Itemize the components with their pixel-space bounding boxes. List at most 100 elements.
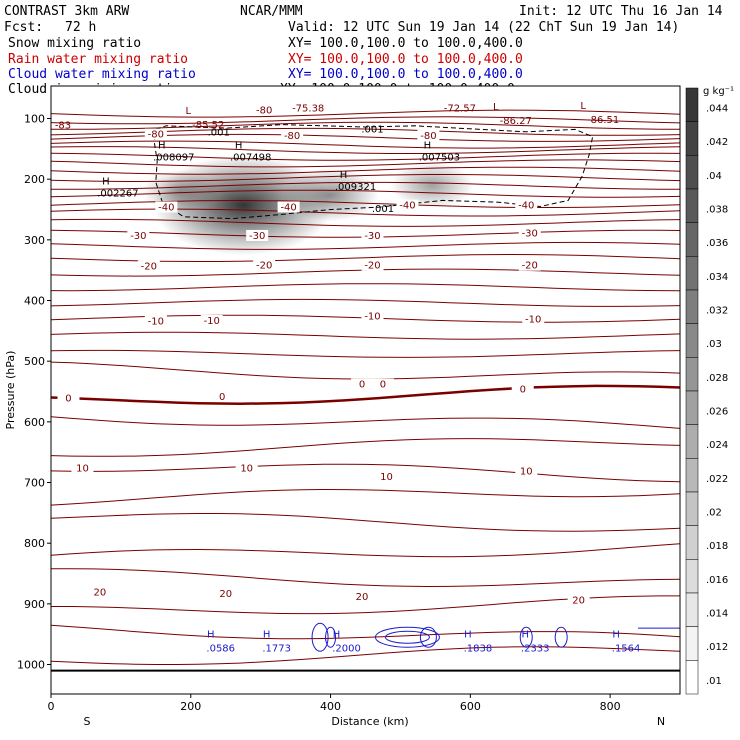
isotherm-label-bg-23 xyxy=(371,378,394,390)
isotherm-label-30: 20 xyxy=(219,589,232,600)
temp-extreme-value-0: -85.52 xyxy=(192,120,224,131)
y-tick-label-9: 1000 xyxy=(17,659,45,672)
snow-max-value-0: .008097 xyxy=(153,153,194,164)
isotherm-label-9: -30 xyxy=(249,231,265,242)
x-tick-label-4: 800 xyxy=(600,700,621,713)
isotherm-label-bg-18 xyxy=(361,310,384,322)
cloud-water-contour-2 xyxy=(374,626,440,648)
forecast-hour: 72 h xyxy=(65,20,96,35)
colorbar-tick-label-10: .024 xyxy=(706,440,728,451)
colorbar-tick-label-14: .016 xyxy=(706,575,728,586)
isotherm-label-20: 0 xyxy=(65,394,71,405)
isotherm-label-bg-21 xyxy=(211,390,234,402)
cloud-water-contour-1 xyxy=(325,626,337,648)
colorbar-cell-2 xyxy=(685,155,699,190)
isotherm-label-29: 20 xyxy=(94,588,107,599)
colorbar-cell-9 xyxy=(685,390,699,425)
cloud-water-contour-0 xyxy=(311,622,329,652)
colorbar-tick-label-4: .036 xyxy=(706,238,728,249)
cloud-water-max-value-3: .1838 xyxy=(464,643,493,654)
cloud-water-contour-5 xyxy=(519,626,533,648)
isotherm-label-21: 0 xyxy=(219,392,225,403)
snow-max-value-3: .007503 xyxy=(419,153,460,164)
colorbar-cell-1 xyxy=(685,121,699,156)
legend-rain-name: Rain water mixing ratio xyxy=(8,52,188,67)
y-tick-label-8: 900 xyxy=(24,598,45,611)
isotherm-line-36 xyxy=(51,646,680,665)
isotherm-line-12 xyxy=(51,189,680,198)
isotherm-label-bg-14 xyxy=(361,259,384,271)
legend-rain-xy: XY= 100.0,100.0 to 100.0,400.0 xyxy=(288,52,523,67)
cloud-water-max-symbol-1: H xyxy=(263,629,271,640)
colorbar-tick-label-3: .038 xyxy=(706,205,728,216)
y-tick-label-7: 800 xyxy=(24,537,45,550)
isotherm-label-32: 20 xyxy=(572,596,585,607)
legend-cloudwater-name: Cloud water mixing ratio xyxy=(8,67,196,82)
isotherm-line-30 xyxy=(51,488,680,506)
temp-extreme-value-3: -86.27 xyxy=(500,116,532,127)
isotherm-label-10: -30 xyxy=(364,231,380,242)
colorbar-cell-10 xyxy=(685,424,699,459)
temp-extreme-symbol-3: L xyxy=(493,102,499,113)
snow-shade-blob-2 xyxy=(390,162,474,209)
isotherm-label-bg-4 xyxy=(155,201,178,213)
isotherm-label-31: 20 xyxy=(356,592,369,603)
cloud-water-max-value-4: .2333 xyxy=(521,643,550,654)
temp-extreme-symbol-0: L xyxy=(185,106,191,117)
isotherm-label-bg-12 xyxy=(137,260,160,272)
isotherm-label-13: -20 xyxy=(256,261,272,272)
isotherm-label-bg-22 xyxy=(351,378,374,390)
isotherm-label-17: -10 xyxy=(204,316,220,327)
colorbar-tick-label-5: .034 xyxy=(706,272,728,283)
cloud-ice-label-2: .001 xyxy=(372,204,394,215)
isotherm-line-10 xyxy=(51,174,680,183)
isotherm-line-2 xyxy=(51,121,680,130)
x-tick-label-2: 400 xyxy=(320,700,341,713)
cloud-ice-contour xyxy=(153,124,594,220)
y-axis-title: Pressure (hPa) xyxy=(4,351,17,430)
isotherm-label-bg-10 xyxy=(361,229,384,241)
isotherm-label-bg-7 xyxy=(515,199,538,211)
isotherm-label-bg-31 xyxy=(351,590,374,602)
isotherm-label-2: -80 xyxy=(420,131,436,142)
colorbar-tick-label-7: .03 xyxy=(706,339,722,350)
valid-time: Valid: 12 UTC Sun 19 Jan 14 (22 ChT Sun … xyxy=(288,20,679,35)
isotherm-line-7 xyxy=(51,152,680,161)
y-tick-label-3: 400 xyxy=(24,295,45,308)
isotherm-line-1 xyxy=(51,116,680,125)
temp-extreme-value-1: -75.38 xyxy=(292,103,324,114)
snow-max-symbol-1: H xyxy=(235,141,243,152)
isotherm-label-19: -10 xyxy=(525,315,541,326)
x-tick-label-0: 0 xyxy=(48,700,55,713)
snow-max-value-4: .002267 xyxy=(97,189,138,200)
isotherm-label-bg-11 xyxy=(518,227,541,239)
model-title: CONTRAST 3km ARW xyxy=(4,4,129,19)
legend-snow-xy: XY= 100.0,100.0 to 100.0,400.0 xyxy=(288,36,523,51)
colorbar-unit: g kg⁻¹ xyxy=(703,86,734,97)
temperature-contours xyxy=(51,109,680,665)
isotherm-label-27: 10 xyxy=(380,472,393,483)
isotherm-line-26 xyxy=(51,384,680,405)
isotherm-label-11: -30 xyxy=(522,229,538,240)
isotherm-line-29 xyxy=(51,463,680,483)
colorbar: .044 .042 .04 .038 .036 .034 .032 .03 .028 .026 .0… xyxy=(685,87,728,695)
isotherm-label-18: -10 xyxy=(364,312,380,323)
isotherm-label-bg-15 xyxy=(518,259,541,271)
isotherm-label-26: 10 xyxy=(240,463,253,474)
colorbar-cell-17 xyxy=(685,660,699,695)
colorbar-tick-label-17: .01 xyxy=(706,676,722,687)
isotherm-label-bg-9 xyxy=(246,229,269,241)
x-axis: 0 200 400 600 800 xyxy=(48,694,621,713)
snow-max-value-1: .007498 xyxy=(230,153,271,164)
isotherm-label-bg-16 xyxy=(144,315,167,327)
colorbar-cell-7 xyxy=(685,323,699,358)
colorbar-tick-label-2: .04 xyxy=(706,171,722,182)
cloud-water-max-value-2: .2000 xyxy=(332,643,361,654)
cloud-water-max-symbol-5: H xyxy=(612,629,620,640)
isotherm-line-9 xyxy=(51,166,680,175)
colorbar-tick-label-1: .042 xyxy=(706,137,728,148)
cloud-water-contours xyxy=(311,622,680,652)
x-tick-label-1: 200 xyxy=(180,700,201,713)
cloud-water-max-symbol-0: H xyxy=(207,629,215,640)
